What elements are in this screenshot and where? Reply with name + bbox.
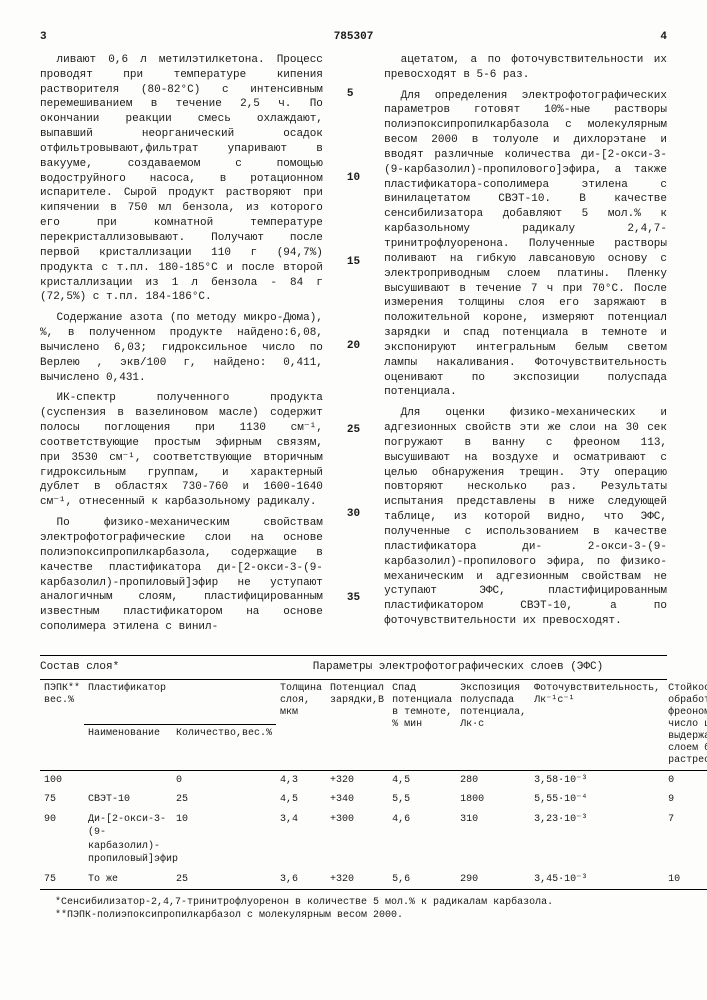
cell: 5,5 bbox=[388, 790, 456, 810]
col-subheader: Количество,вес.% bbox=[172, 724, 276, 770]
cell: 100 bbox=[40, 770, 84, 790]
col-header: Потенциал зарядки,В bbox=[326, 680, 388, 771]
paragraph: ИК-спектр полученного продукта (суспензи… bbox=[40, 391, 323, 510]
cell: +320 bbox=[326, 770, 388, 790]
cell: 5,6 bbox=[388, 870, 456, 890]
cell: 0 bbox=[172, 770, 276, 790]
cell: +340 bbox=[326, 790, 388, 810]
paragraph: Для определения электрофотографических п… bbox=[384, 89, 667, 401]
paragraph: Для оценки физико-механических и адгезио… bbox=[384, 406, 667, 629]
cell: 10 bbox=[664, 870, 707, 890]
cell: 280 bbox=[456, 770, 530, 790]
cell: 5,55·10⁻⁴ bbox=[530, 790, 664, 810]
line-number: 35 bbox=[347, 591, 360, 606]
table-caption-row: Состав слоя* Параметры электрофотографич… bbox=[40, 655, 667, 680]
line-number: 5 bbox=[347, 87, 360, 102]
line-number: 15 bbox=[347, 255, 360, 270]
line-number-gutter: 5 10 15 20 25 30 35 bbox=[343, 53, 364, 641]
table-footnotes: *Сенсибилизатор-2,4,7-тринитрофлуоренон … bbox=[40, 896, 667, 922]
right-column: ацетатом, а по фоточувствительности их п… bbox=[384, 53, 667, 641]
col-header: Экспозиция полуспада потенциала, Лк·с bbox=[456, 680, 530, 771]
paragraph: ацетатом, а по фоточувствительности их п… bbox=[384, 53, 667, 83]
col-header: Фоточувствительность, Лк⁻¹с⁻¹ bbox=[530, 680, 664, 771]
cell: 75 bbox=[40, 790, 84, 810]
col-header: Стойкость к обработке фреоном-113, число… bbox=[664, 680, 707, 771]
cell: +320 bbox=[326, 870, 388, 890]
line-number: 30 bbox=[347, 507, 360, 522]
table-row: 75 То же 25 3,6 +320 5,6 290 3,45·10⁻³ 1… bbox=[40, 870, 707, 890]
cell: То же bbox=[84, 870, 172, 890]
cell: 75 bbox=[40, 870, 84, 890]
col-header: Спад потенциала в темноте, % мин bbox=[388, 680, 456, 771]
cell bbox=[84, 770, 172, 790]
page-number-left: 3 bbox=[40, 30, 47, 45]
line-number: 10 bbox=[347, 171, 360, 186]
table-caption-right: Параметры электрофотографических слоев (… bbox=[249, 660, 667, 675]
footnote: *Сенсибилизатор-2,4,7-тринитрофлуоренон … bbox=[40, 896, 667, 909]
cell: 3,4 bbox=[276, 810, 326, 870]
cell: СВЭТ-10 bbox=[84, 790, 172, 810]
cell: Ди-[2-окси-3-(9-карбазолил)-пропиловый]э… bbox=[84, 810, 172, 870]
cell: 4,6 bbox=[388, 810, 456, 870]
cell: 1800 bbox=[456, 790, 530, 810]
paragraph: ливают 0,6 л метилэтилкетона. Процесс пр… bbox=[40, 53, 323, 305]
cell: 4,5 bbox=[388, 770, 456, 790]
cell: 9 bbox=[664, 790, 707, 810]
cell: 7 bbox=[664, 810, 707, 870]
footnote: **ПЭПК-полиэпоксипропилкарбазол с молеку… bbox=[40, 909, 667, 922]
cell: 25 bbox=[172, 790, 276, 810]
col-subheader: Наименование bbox=[84, 724, 172, 770]
left-column: ливают 0,6 л метилэтилкетона. Процесс пр… bbox=[40, 53, 323, 641]
cell: 290 bbox=[456, 870, 530, 890]
page-number-right: 4 bbox=[660, 30, 667, 45]
col-header: Толщина слоя, мкм bbox=[276, 680, 326, 771]
cell: 3,58·10⁻³ bbox=[530, 770, 664, 790]
line-number: 25 bbox=[347, 423, 360, 438]
cell: 3,23·10⁻³ bbox=[530, 810, 664, 870]
paragraph: Содержание азота (по методу микро-Дюма),… bbox=[40, 311, 323, 385]
table-row: 75 СВЭТ-10 25 4,5 +340 5,5 1800 5,55·10⁻… bbox=[40, 790, 707, 810]
cell: 0 bbox=[664, 770, 707, 790]
col-header: ПЭПК** вес.% bbox=[40, 680, 84, 771]
table-caption-left: Состав слоя* bbox=[40, 660, 249, 675]
cell: 3,6 bbox=[276, 870, 326, 890]
line-number: 20 bbox=[347, 339, 360, 354]
cell: 25 bbox=[172, 870, 276, 890]
cell: 4,5 bbox=[276, 790, 326, 810]
paragraph: По физико-механическим свойствам электро… bbox=[40, 516, 323, 635]
page-header: 3 785307 4 bbox=[40, 30, 667, 45]
cell: 10 bbox=[172, 810, 276, 870]
cell: 3,45·10⁻³ bbox=[530, 870, 664, 890]
table-row: 90 Ди-[2-окси-3-(9-карбазолил)-пропиловы… bbox=[40, 810, 707, 870]
cell: 4,3 bbox=[276, 770, 326, 790]
cell: 310 bbox=[456, 810, 530, 870]
table-row: 100 0 4,3 +320 4,5 280 3,58·10⁻³ 0 bbox=[40, 770, 707, 790]
cell: +300 bbox=[326, 810, 388, 870]
data-table-section: Состав слоя* Параметры электрофотографич… bbox=[40, 655, 667, 922]
col-header: Пластификатор bbox=[84, 680, 276, 725]
parameters-table: ПЭПК** вес.% Пластификатор Толщина слоя,… bbox=[40, 680, 707, 891]
text-columns: ливают 0,6 л метилэтилкетона. Процесс пр… bbox=[40, 53, 667, 641]
document-number: 785307 bbox=[47, 30, 661, 45]
cell: 90 bbox=[40, 810, 84, 870]
table-header-row: ПЭПК** вес.% Пластификатор Толщина слоя,… bbox=[40, 680, 707, 725]
